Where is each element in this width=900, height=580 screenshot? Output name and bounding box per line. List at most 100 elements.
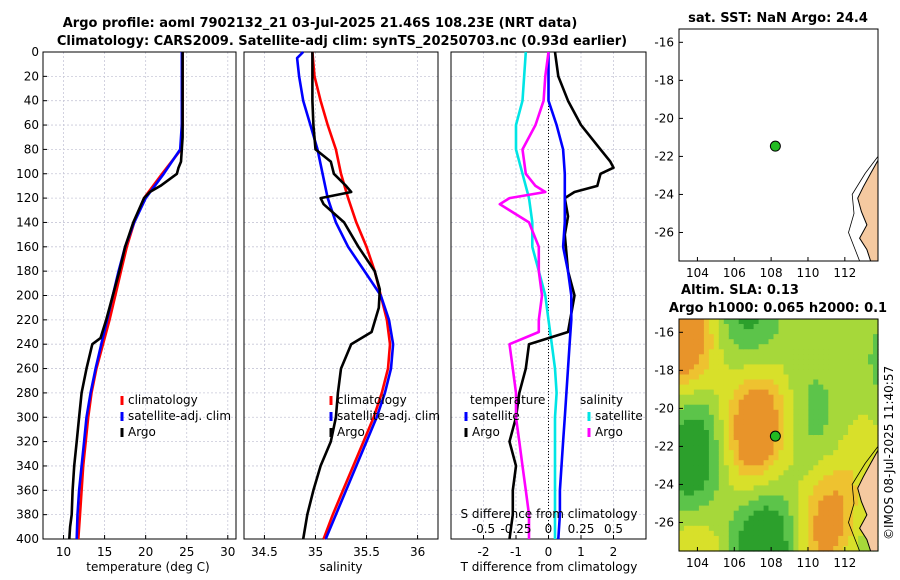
sla-cell [808,334,814,340]
sla-cell [813,349,819,355]
sla-cell [858,399,864,406]
sla-cell [758,364,765,370]
sla-cell [818,419,824,426]
sla-cell [773,399,780,406]
sla-cell [788,485,795,491]
sla-cell [868,440,874,446]
sla-cell [733,394,740,401]
sla-cell [708,334,715,340]
sla-cell [723,409,730,416]
sla-cell [783,384,790,391]
sla-cell [863,404,869,411]
sla-cell [773,404,780,411]
sla-cell [793,465,799,471]
sla-cell [828,510,834,517]
sla-cell [808,419,814,426]
sla-cell [689,540,695,547]
y-tick-label: 300 [16,410,39,424]
sla-cell [778,339,785,345]
sla-cell [713,455,720,461]
sla-cell [853,369,859,375]
sla-cell [778,540,785,547]
sla-cell [828,530,834,537]
sla-cell [853,424,859,431]
sla-cell [693,379,700,386]
sla-cell [873,424,879,431]
sla-cell [808,409,814,416]
sla-cell [708,424,715,431]
sla-cell [863,359,869,365]
legend-label: satellite [595,409,643,423]
sla-cell [758,485,765,491]
sla-cell [698,465,705,471]
sla-cell [763,344,770,350]
sla-cell [803,329,809,335]
sla-cell [728,485,735,491]
sla-cell [813,470,819,476]
sla-cell [743,349,750,355]
sla-cell [848,475,854,481]
x-tick-label: 30 [220,545,235,559]
sla-cell [823,435,829,441]
sla-cell [838,470,844,476]
sla-cell [858,389,864,396]
sla-cell [818,364,824,370]
sla-cell [698,359,705,365]
sla-cell [788,535,795,542]
sla-cell [863,364,869,370]
x-tick-label: 110 [797,266,820,280]
sla-cell [803,409,809,416]
y-tick-label: -26 [654,225,674,239]
sla-cell [793,404,799,411]
sla-cell [793,540,799,547]
sla-cell [873,374,879,381]
sla-cell [783,540,790,547]
sla-cell [868,394,874,401]
sla-cell [798,546,804,552]
sla-cell [698,500,705,507]
sla-cell [723,500,730,507]
sla-cell [848,419,854,426]
sla-cell [868,414,874,421]
sla-cell [743,450,750,456]
sla-cell [758,480,765,486]
sla-cell [838,384,844,391]
sla-cell [708,374,715,381]
sla-cell [823,500,829,507]
sla-cell [728,525,735,532]
sla-cell [803,404,809,411]
sla-cell [833,389,839,396]
sla-cell [873,445,879,451]
sla-cell [758,505,765,512]
sla-cell [698,455,705,461]
sla-cell [813,505,819,512]
sla-cell [718,359,725,365]
sla-cell [773,540,780,547]
sla-cell [803,354,809,360]
sla-cell [768,319,775,325]
sla-cell [863,369,869,375]
sla-cell [718,435,725,441]
sla-cell [778,465,785,471]
sla-cell [778,389,785,396]
sla-cell [858,394,864,401]
sla-cell [748,379,755,386]
sla-cell [753,455,760,461]
sla-cell [773,374,780,381]
sla-cell [858,384,864,391]
x-tick-label: 25 [179,545,194,559]
sla-cell [828,520,834,527]
sla-cell [873,399,879,406]
sla-cell [723,535,730,542]
sla-cell [808,510,814,517]
sla-cell [828,349,834,355]
sla-cell [868,349,874,355]
sla-cell [748,500,755,507]
sla-cell [713,546,720,552]
sla-cell [738,374,745,381]
sla-cell [738,440,745,446]
sla-cell [823,419,829,426]
sla-cell [803,505,809,512]
sla-cell [858,475,864,481]
sla-cell [768,409,775,416]
